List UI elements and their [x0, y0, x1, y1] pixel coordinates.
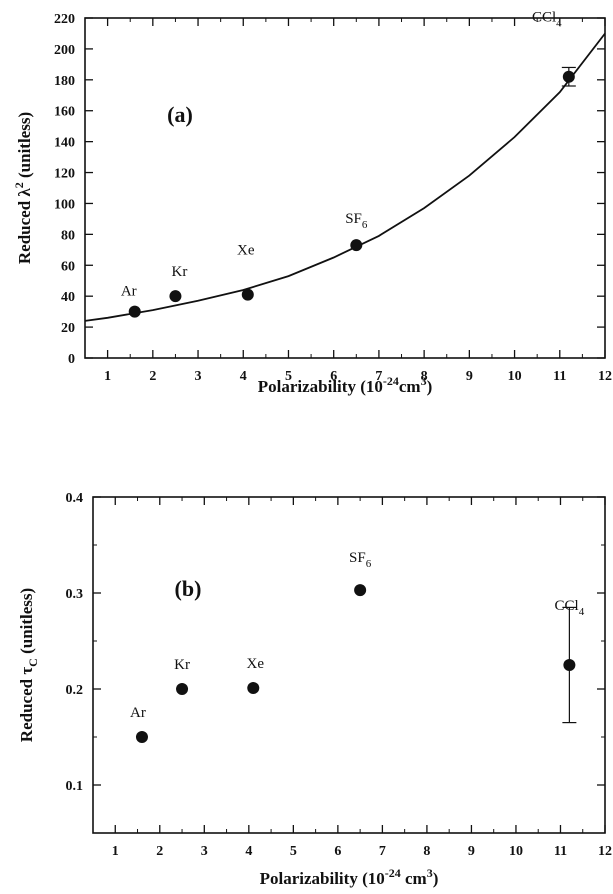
x-tick-label: 6: [334, 844, 341, 859]
plot-frame: [84, 17, 606, 359]
x-tick-label: 12: [598, 844, 612, 859]
x-tick-label: 5: [285, 369, 292, 384]
y-axis-label: Reduced τC (unitless): [17, 588, 40, 742]
data-point: [562, 70, 575, 83]
point-label: Xe: [247, 656, 265, 672]
plot-frame: [92, 496, 606, 834]
y-tick-label: 220: [54, 12, 75, 27]
x-tick-label: 6: [330, 369, 337, 384]
y-tick-label: 0.1: [66, 779, 84, 794]
point-label: Kr: [174, 657, 190, 673]
point-label: Ar: [121, 284, 137, 300]
x-tick-label: 8: [421, 369, 428, 384]
point-label: SF6: [345, 211, 368, 231]
y-tick-label: 0.4: [66, 491, 84, 506]
data-point: [176, 683, 189, 695]
y-tick-label: 180: [54, 74, 75, 89]
data-point: [247, 682, 260, 695]
y-tick-label: 0: [68, 352, 75, 367]
data-point: [241, 288, 254, 301]
y-tick-label: 120: [54, 167, 75, 182]
point-label: CCl4: [532, 10, 562, 30]
x-tick-label: 5: [290, 844, 297, 859]
x-tick-label: 10: [509, 844, 523, 859]
x-tick-label: 11: [554, 844, 567, 859]
x-tick-label: 1: [112, 844, 119, 859]
x-tick-label: 7: [379, 844, 386, 859]
y-tick-label: 140: [54, 136, 75, 151]
y-tick-label: 0.2: [66, 683, 84, 698]
y-tick-label: 80: [61, 228, 75, 243]
y-tick-label: 100: [54, 197, 75, 212]
data-point: [563, 659, 576, 671]
data-point: [354, 584, 367, 597]
y-tick-label: 20: [61, 321, 75, 336]
data-point: [135, 731, 148, 743]
point-label: Ar: [130, 705, 146, 721]
y-tick-label: 0.3: [66, 587, 84, 602]
panel-label: (b): [175, 576, 202, 601]
y-axis-label: Reduced λ2 (unitless): [12, 112, 34, 264]
data-point: [169, 290, 182, 303]
x-tick-label: 8: [423, 844, 430, 859]
x-tick-label: 4: [245, 844, 252, 859]
x-tick-label: 3: [195, 369, 202, 384]
point-label: Kr: [172, 264, 188, 280]
x-tick-label: 9: [468, 844, 475, 859]
x-tick-label: 9: [466, 369, 473, 384]
x-axis-label: Polarizability (10-24 cm3): [260, 866, 439, 888]
y-tick-label: 60: [61, 259, 75, 274]
point-label: CCl4: [555, 598, 585, 618]
y-tick-label: 200: [54, 43, 75, 58]
panel-a: 1 2 3 4 5 6 7 8 9 10 11 120204060801001201401601802…: [12, 10, 612, 396]
x-axis-label: Polarizability (10-24cm3): [258, 374, 433, 396]
x-tick-label: 2: [156, 844, 163, 859]
x-tick-label: 7: [375, 369, 382, 384]
panel-label: (a): [167, 102, 193, 127]
point-label: Xe: [237, 243, 255, 259]
x-tick-label: 11: [553, 369, 566, 384]
x-tick-label: 4: [240, 369, 247, 384]
x-tick-label: 1: [104, 369, 111, 384]
x-tick-label: 2: [149, 369, 156, 384]
fit-curve: [84, 32, 606, 322]
x-tick-label: 10: [508, 369, 522, 384]
y-tick-label: 160: [54, 105, 75, 120]
x-tick-label: 12: [598, 369, 612, 384]
data-point: [350, 239, 363, 252]
x-tick-label: 3: [201, 844, 208, 859]
data-point: [128, 305, 141, 318]
point-label: SF6: [349, 550, 372, 570]
y-tick-label: 40: [61, 290, 75, 305]
